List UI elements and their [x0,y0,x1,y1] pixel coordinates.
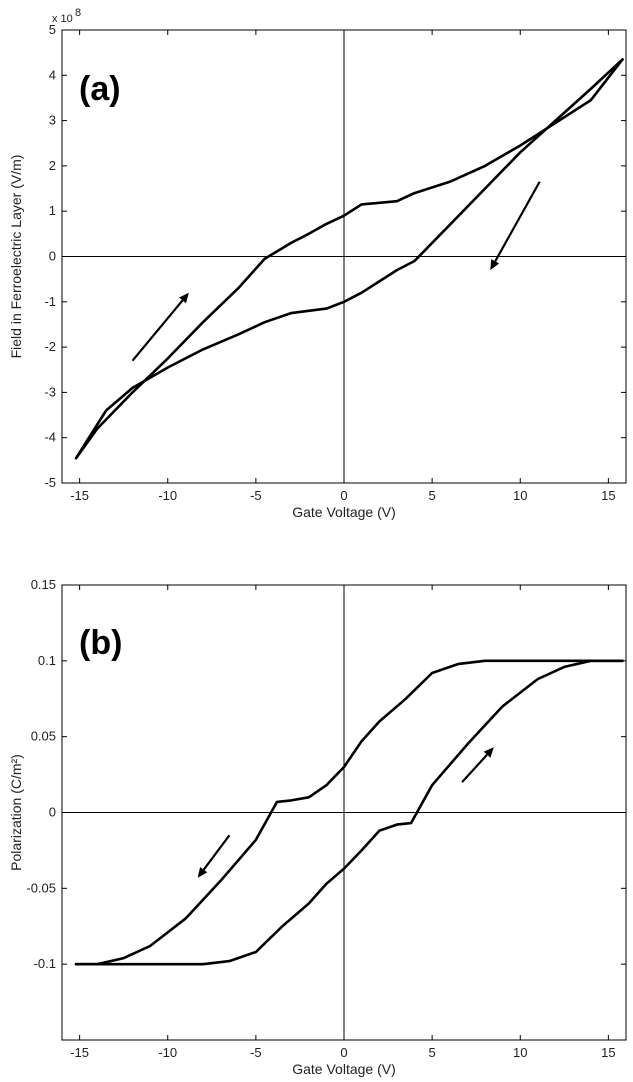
x-axis-label: Gate Voltage (V) [292,1061,396,1077]
x-tick-label: -5 [250,1045,262,1060]
y-tick-label: 1 [49,203,56,218]
x-tick-label: 10 [513,488,527,503]
y-axis-label: Polarization (C/m²) [8,754,24,871]
x-tick-label: 10 [513,1045,527,1060]
y-tick-label: -5 [44,475,56,490]
x-tick-label: 15 [601,488,615,503]
x-tick-label: 0 [340,488,347,503]
hysteresis-branch-2 [74,659,624,966]
y-axis-label: Field in Ferroelectric Layer (V/m) [8,155,24,359]
y-tick-label: 5 [49,22,56,37]
direction-arrow-head [197,867,208,878]
x-tick-label: -15 [70,488,89,503]
x-axis-label: Gate Voltage (V) [292,504,396,520]
x-tick-label: -10 [158,1045,177,1060]
panel-label: (a) [79,70,121,108]
hysteresis-branch-2 [74,58,624,460]
y-tick-label: 0 [49,805,56,820]
y-tick-label: 0.15 [31,577,56,592]
y-tick-label: -2 [44,339,56,354]
y-tick-label: 2 [49,158,56,173]
y-tick-label: -1 [44,294,56,309]
x-tick-label: -5 [250,488,262,503]
y-exponent-label: x 10 [52,13,73,25]
x-tick-label: 0 [340,1045,347,1060]
y-tick-label: -3 [44,384,56,399]
hysteresis-branch-1 [74,659,624,966]
y-tick-label: 3 [49,113,56,128]
x-tick-label: 15 [601,1045,615,1060]
direction-arrow-shaft [202,834,231,871]
hysteresis-branch-1 [74,58,624,460]
x-tick-label: 5 [429,488,436,503]
y-tick-label: 0.1 [38,653,56,668]
direction-arrow-head [490,259,500,271]
direction-arrow-shaft [461,753,488,783]
y-exponent-power: 8 [75,7,81,19]
x-tick-label: -10 [158,488,177,503]
panel-label: (b) [79,624,122,662]
y-tick-label: 0 [49,249,56,264]
direction-arrow-shaft [131,299,184,362]
direction-arrow-head [179,292,189,304]
y-tick-label: -4 [44,430,56,445]
x-tick-label: 5 [429,1045,436,1060]
x-tick-label: -15 [70,1045,89,1060]
panel-b-polarization-chart: -15 -10 -5 0 5 10 15 -0.1 -0.05 0 0.05 0.1 0.15 Gate … [8,577,627,1077]
direction-arrow-shaft [494,181,541,262]
direction-arrow-head [483,747,494,758]
y-tick-label: -0.1 [34,956,56,971]
y-tick-label: 0.05 [31,729,56,744]
y-tick-label: -0.05 [26,880,56,895]
y-tick-label: 4 [49,67,56,82]
